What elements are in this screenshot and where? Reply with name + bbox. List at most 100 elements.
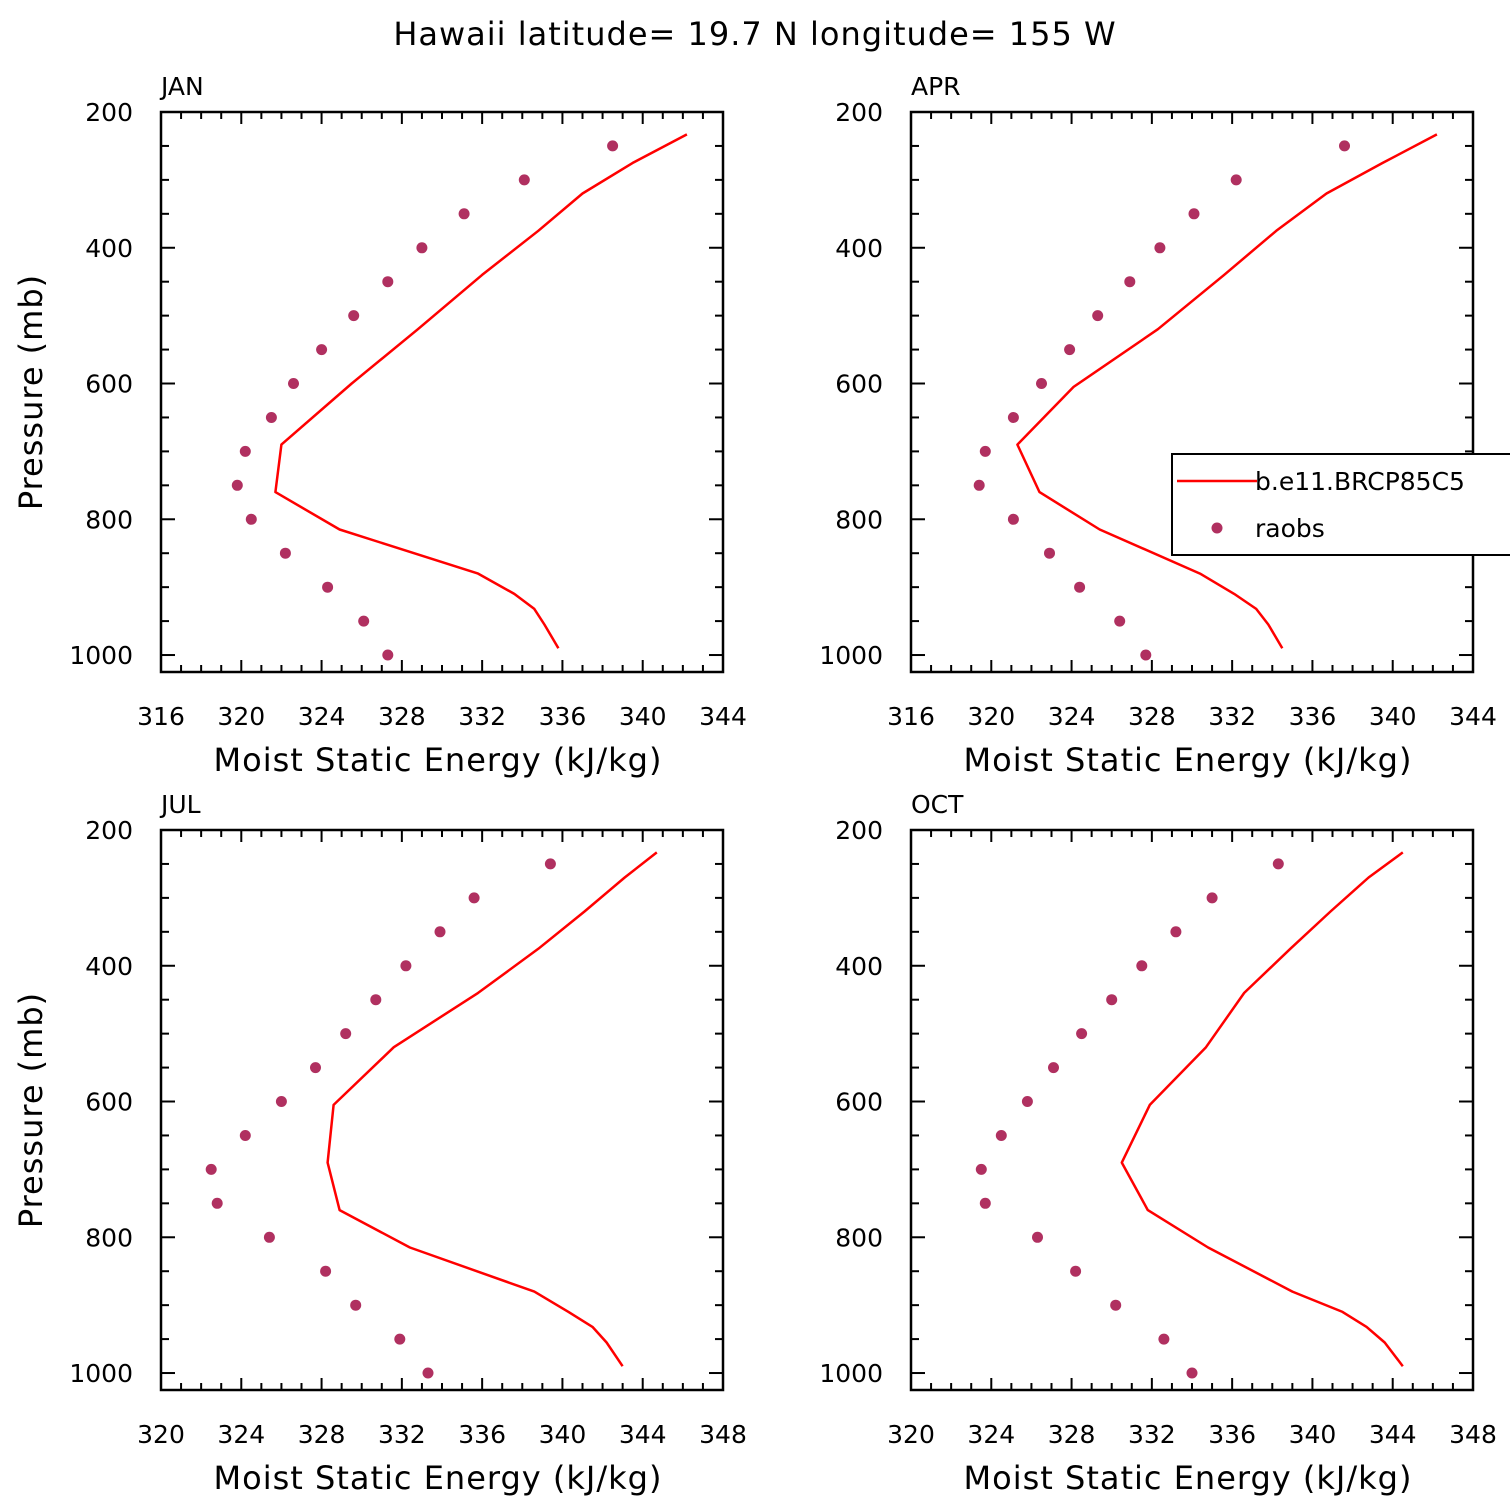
- x-tick-label: 332: [1128, 1420, 1176, 1449]
- x-tick-label: 332: [458, 702, 506, 731]
- raobs-point: [288, 378, 299, 389]
- raobs-point: [979, 445, 991, 457]
- raobs-point: [1140, 649, 1152, 661]
- y-tick-label: 600: [835, 370, 883, 399]
- raobs-point: [1170, 926, 1182, 938]
- x-axis-label: Moist Static Energy (kJ/kg): [214, 741, 663, 779]
- y-tick-label: 400: [835, 952, 883, 981]
- legend-dot-swatch: [1211, 522, 1223, 534]
- raobs-point: [265, 412, 277, 423]
- plot-frame: [159, 110, 725, 674]
- panels: 316 320 324 328 332 336 340 344 200 400 600 800 1000…: [12, 72, 1497, 1497]
- x-tick-label: 320: [887, 1420, 935, 1449]
- x-tick-label: 348: [1449, 1420, 1497, 1449]
- y-tick-label: 400: [835, 234, 883, 263]
- raobs-point: [973, 479, 985, 491]
- panel-apr: 316 320 324 328 332 336 340 344 200 400 600 800 1000…: [819, 72, 1496, 779]
- raobs-point: [1036, 378, 1047, 389]
- raobs-point: [239, 445, 251, 457]
- model-line: [1016, 133, 1438, 649]
- x-tick-label: 320: [217, 702, 265, 731]
- y-tick-label: 1000: [819, 1359, 883, 1388]
- x-tick-label: 340: [539, 1420, 587, 1449]
- y-tick-label: 200: [85, 98, 133, 127]
- legend-box: [1171, 453, 1510, 556]
- y-tick-label: 200: [835, 816, 883, 845]
- y-tick-label: 800: [85, 1223, 133, 1252]
- raobs-point: [382, 649, 394, 661]
- raobs-point: [382, 276, 394, 288]
- raobs-point: [1110, 1299, 1122, 1311]
- raobs-point: [1021, 1096, 1033, 1107]
- raobs-point: [1007, 513, 1019, 525]
- raobs-point: [1339, 140, 1350, 152]
- raobs-point: [279, 547, 291, 559]
- x-tick-label: 344: [699, 702, 747, 731]
- x-tick-label: 340: [619, 702, 667, 731]
- y-tick-label: 1000: [69, 1359, 133, 1388]
- x-tick-label: 328: [1048, 1420, 1096, 1449]
- x-tick-label: 336: [458, 1420, 506, 1449]
- raobs-point: [458, 208, 470, 220]
- raobs-point: [416, 242, 428, 254]
- x-tick-label: 324: [298, 702, 346, 731]
- raobs-point: [348, 310, 360, 322]
- raobs-point: [320, 1265, 332, 1277]
- model-line: [274, 133, 688, 649]
- raobs-point: [1154, 242, 1166, 254]
- y-tick-label: 200: [85, 816, 133, 845]
- raobs-point: [1106, 994, 1118, 1006]
- x-tick-label: 324: [1048, 702, 1096, 731]
- raobs-point: [1124, 276, 1136, 288]
- x-tick-label: 320: [137, 1420, 185, 1449]
- raobs-point: [1114, 615, 1126, 627]
- raobs-point: [1206, 892, 1218, 904]
- panel-jul: 320 324 328 332 336 340 344 348 200 400 600 800 1000…: [12, 790, 747, 1497]
- panel-month-label: APR: [911, 72, 961, 101]
- y-axis-label: Pressure (mb): [12, 992, 50, 1228]
- y-tick-label: 800: [85, 505, 133, 534]
- plot-frame: [159, 828, 725, 1392]
- x-tick-label: 328: [1128, 702, 1176, 731]
- panel-oct: 320 324 328 332 336 340 344 348 200 400 600 800 1000…: [819, 790, 1496, 1497]
- x-tick-label: 336: [539, 702, 587, 731]
- raobs-point: [1032, 1231, 1043, 1243]
- raobs-point: [394, 1333, 406, 1345]
- series-group: [205, 851, 658, 1379]
- y-tick-label: 800: [835, 505, 883, 534]
- raobs-point: [422, 1367, 434, 1379]
- y-tick-label: 1000: [69, 641, 133, 670]
- raobs-point: [1064, 344, 1076, 356]
- panel-jan: 316 320 324 328 332 336 340 344 200 400 600 800 1000…: [12, 72, 747, 779]
- raobs-point: [1092, 310, 1104, 322]
- raobs-point: [400, 960, 412, 972]
- y-tick-label: 400: [85, 234, 133, 263]
- x-tick-label: 324: [967, 1420, 1015, 1449]
- raobs-point: [231, 479, 243, 491]
- raobs-point: [263, 1231, 275, 1243]
- x-tick-label: 344: [619, 1420, 667, 1449]
- panel-month-label: JUL: [159, 790, 201, 819]
- raobs-point: [1158, 1333, 1170, 1345]
- raobs-point: [1070, 1265, 1082, 1277]
- raobs-point: [205, 1163, 217, 1175]
- y-tick-label: 600: [85, 370, 133, 399]
- raobs-point: [1136, 960, 1148, 972]
- raobs-point: [1044, 547, 1055, 559]
- y-axis-label: Pressure (mb): [12, 274, 50, 510]
- x-axis-label: Moist Static Energy (kJ/kg): [964, 1459, 1413, 1497]
- x-tick-label: 320: [967, 702, 1015, 731]
- raobs-point: [1230, 174, 1242, 186]
- x-tick-label: 344: [1369, 1420, 1417, 1449]
- x-axis-label: Moist Static Energy (kJ/kg): [964, 741, 1413, 779]
- y-tick-label: 200: [835, 98, 883, 127]
- x-tick-label: 332: [1208, 702, 1256, 731]
- raobs-point: [468, 892, 480, 904]
- x-tick-label: 340: [1369, 702, 1417, 731]
- x-tick-label: 328: [378, 702, 426, 731]
- raobs-point: [370, 994, 382, 1006]
- raobs-point: [1007, 412, 1019, 423]
- panel-month-label: OCT: [911, 790, 964, 819]
- x-tick-label: 340: [1289, 1420, 1337, 1449]
